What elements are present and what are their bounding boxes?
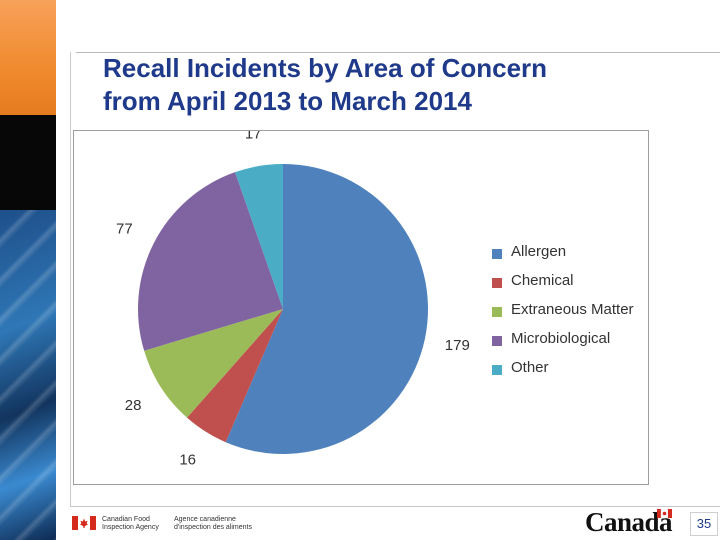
agency-name-fr: Agence canadienne d'inspection des alime… (174, 516, 252, 531)
agency-name-en: Canadian Food Inspection Agency (102, 516, 159, 531)
legend-swatch (492, 278, 502, 288)
canada-flag-icon (72, 516, 96, 530)
legend-swatch (492, 336, 502, 346)
slide-title-line1: Recall Incidents by Area of Concern (103, 53, 548, 83)
legend-label: Microbiological (511, 330, 611, 347)
strip-orange-band (0, 0, 56, 115)
pie-slice-extraneous-matter (144, 309, 283, 418)
data-label-other: 17 (245, 131, 262, 143)
strip-sheen (0, 210, 56, 540)
strip-blue-band (0, 210, 56, 540)
legend-swatch (492, 307, 502, 317)
decorative-side-strip (0, 0, 56, 540)
legend-label: Chemical (511, 272, 574, 289)
legend-swatch (492, 365, 502, 375)
slide-title: Recall Incidents by Area of Concern from… (103, 52, 663, 118)
legend-label: Allergen (511, 243, 567, 260)
pie-slice-other (235, 164, 283, 309)
legend-label: Extraneous Matter (511, 301, 634, 318)
data-label-allergen: 179 (445, 337, 470, 354)
legend-swatch (492, 249, 502, 259)
wordmark-flag-icon (657, 509, 672, 518)
pie-slice-chemical (187, 309, 283, 443)
pie-chart: 179 16 28 77 17 (116, 131, 470, 468)
data-label-chemical: 16 (179, 451, 196, 468)
pie-slice-microbiological (137, 172, 283, 351)
data-label-extraneous-matter: 28 (125, 397, 142, 414)
pie-slice-allergen (225, 164, 429, 454)
legend-label: Other (511, 359, 549, 376)
frame-left-line (70, 52, 71, 507)
page-number: 35 (690, 512, 718, 536)
strip-black-band (0, 115, 56, 210)
pie-chart-box: 179 16 28 77 17 Allergen Chemical Extraneous M… (73, 130, 649, 485)
slide-title-line2: from April 2013 to March 2014 (103, 86, 472, 116)
footer-divider (70, 506, 720, 507)
data-label-microbiological: 77 (116, 220, 133, 237)
cfia-logo: Canadian Food Inspection Agency Agence c… (72, 513, 268, 535)
frame-top-line (76, 52, 720, 53)
